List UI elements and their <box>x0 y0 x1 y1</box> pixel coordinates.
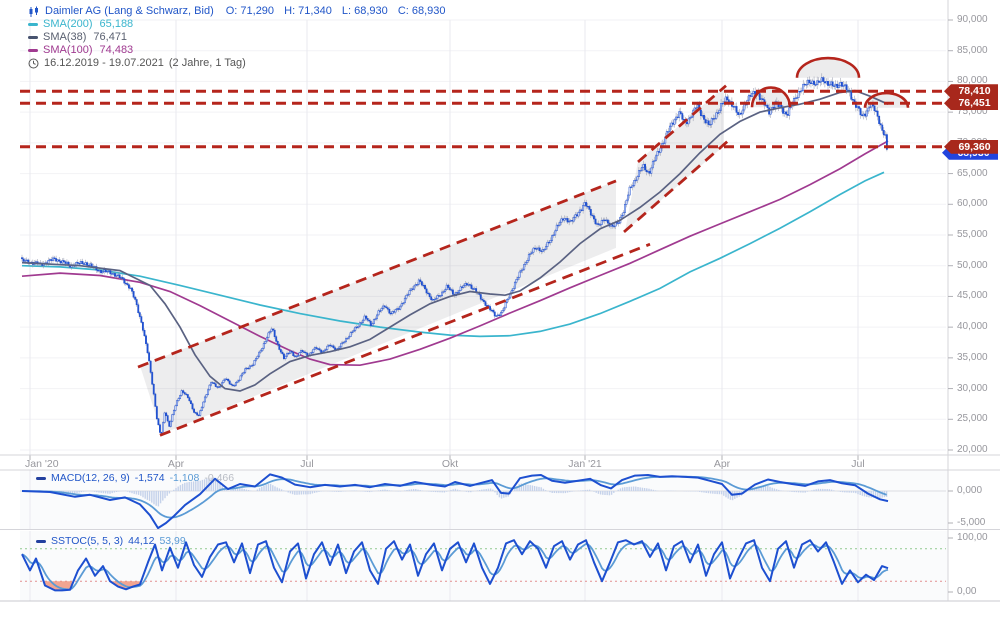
y-tick-label: 35,000 <box>957 351 988 363</box>
ohlc-values: O: 71,290 H: 71,340 L: 68,930 C: 68,930 <box>219 5 446 18</box>
sma100-swatch-icon <box>28 49 38 52</box>
y-tick-label: 80,000 <box>957 75 988 87</box>
sma200-value: 65,188 <box>99 18 134 30</box>
sstoc-k-value: 44,12 <box>128 535 155 547</box>
macd-panel[interactable] <box>20 470 948 529</box>
y-tick-label: 55,000 <box>957 229 988 240</box>
legend-sma100[interactable]: SMA(100) 74,483 <box>28 44 446 57</box>
head-arc[interactable] <box>795 56 861 78</box>
macd-tick-label: 0,000 <box>957 485 983 496</box>
y-tick-label: 90,000 <box>957 14 988 25</box>
close-value: C: 68,930 <box>397 5 446 17</box>
y-tick-label: 25,000 <box>957 413 988 425</box>
signal-value: -1,108 <box>169 472 200 484</box>
sma38-swatch-icon <box>28 36 38 39</box>
clock-icon <box>28 58 39 69</box>
open-value: O: 71,290 <box>225 5 275 17</box>
sma38-label: SMA(38) <box>43 31 87 43</box>
instrument-name: Daimler AG (Lang & Schwarz, Bid) <box>45 5 214 17</box>
trend-channel-line[interactable] <box>637 84 727 163</box>
macd-line <box>21 473 889 530</box>
y-tick-label: 65,000 <box>957 167 988 179</box>
x-tick-label: Jul <box>300 458 314 470</box>
high-value: H: 71,340 <box>284 5 332 17</box>
hist-value: -0,466 <box>204 472 235 484</box>
low-value: L: 68,930 <box>341 5 388 17</box>
macd-signal-line <box>22 475 887 519</box>
y-tick-label: 20,000 <box>957 444 988 455</box>
y-tick-label: 30,000 <box>957 382 988 394</box>
sstoc-tick-label: 0,00 <box>957 586 977 597</box>
chart-legend: Daimler AG (Lang & Schwarz, Bid) O: 71,2… <box>28 5 446 70</box>
y-tick-label: 40,000 <box>957 321 988 333</box>
sma200-line <box>21 171 885 338</box>
x-tick-label: Jul <box>851 458 865 470</box>
instrument-row: Daimler AG (Lang & Schwarz, Bid) O: 71,2… <box>28 5 446 18</box>
macd-swatch-icon <box>36 476 46 480</box>
x-tick-label: Jan '21 <box>568 458 602 470</box>
y-tick-label: 75,000 <box>957 106 988 118</box>
trend-channel-fill <box>140 180 616 434</box>
instrument-candle-icon <box>29 6 38 17</box>
sstoc-k-line <box>21 539 889 592</box>
macd-label: MACD(12, 26, 9) <box>51 472 130 484</box>
legend-sma38[interactable]: SMA(38) 76,471 <box>28 31 446 44</box>
trend-channel-line[interactable] <box>137 179 617 369</box>
y-tick-label: 45,000 <box>957 290 988 302</box>
sma200-swatch-icon <box>28 23 38 26</box>
legend-sma200[interactable]: SMA(200) 65,188 <box>28 18 446 31</box>
level-price-tag[interactable]: 69,360 <box>944 139 998 154</box>
sstoc-d-line <box>21 541 889 591</box>
x-tick-label: Okt <box>441 458 459 470</box>
sstoc-legend[interactable]: SSTOC(5, 5, 3) 44,12 53,99 <box>36 535 186 547</box>
macd-tick-label: -5,000 <box>957 517 986 528</box>
level-price-tag[interactable]: 76,451 <box>944 96 998 111</box>
x-tick-label: Apr <box>713 458 731 470</box>
sma200-label: SMA(200) <box>43 18 93 30</box>
x-tick-label: Jan '20 <box>25 458 59 470</box>
x-tick-label: Apr <box>167 458 185 470</box>
y-tick-label: 50,000 <box>957 259 988 271</box>
trend-channel-line[interactable] <box>159 242 651 437</box>
sma100-line <box>21 140 889 367</box>
level-price-tag[interactable]: 78,410 <box>944 84 998 99</box>
timeframe-range: 16.12.2019 - 19.07.2021 <box>44 57 164 69</box>
trend-channel-line[interactable] <box>623 139 729 233</box>
timeframe-period: (2 Jahre, 1 Tag) <box>168 57 246 69</box>
sma38-line <box>21 89 889 392</box>
sstoc-swatch-icon <box>36 539 46 543</box>
y-tick-label: 60,000 <box>957 198 988 210</box>
sstoc-label: SSTOC(5, 5, 3) <box>51 535 124 547</box>
left-shoulder-arc[interactable] <box>750 86 792 108</box>
macd-value: -1,574 <box>134 472 165 484</box>
sstoc-tick-label: 100,00 <box>957 532 988 543</box>
trend-channel-fill <box>625 87 724 232</box>
sma100-value: 74,483 <box>99 44 134 56</box>
sma38-value: 76,471 <box>93 31 128 43</box>
sstoc-d-value: 53,99 <box>159 535 186 547</box>
legend-timeframe[interactable]: 16.12.2019 - 19.07.2021 (2 Jahre, 1 Tag) <box>28 57 446 70</box>
sma100-label: SMA(100) <box>43 44 93 56</box>
right-shoulder-arc[interactable] <box>863 91 910 108</box>
y-tick-label: 85,000 <box>957 44 988 56</box>
macd-legend[interactable]: MACD(12, 26, 9) -1,574 -1,108 -0,466 <box>36 472 234 484</box>
